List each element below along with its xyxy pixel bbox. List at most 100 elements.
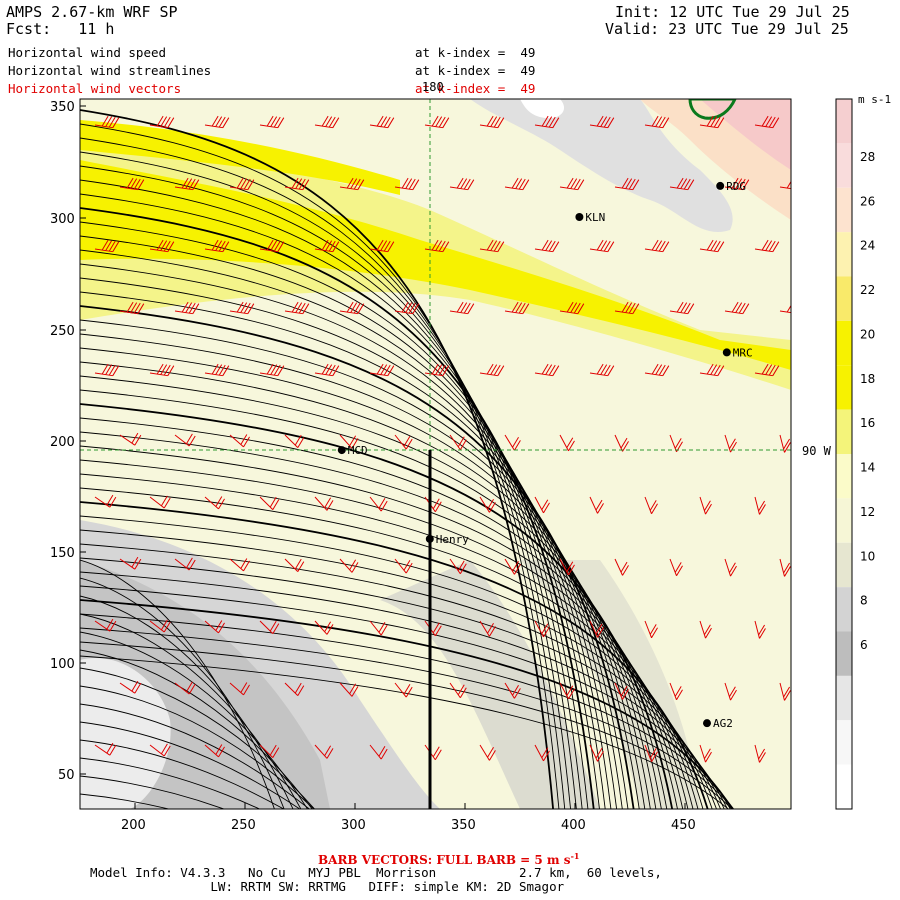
wind-barb: [534, 744, 550, 762]
wind-barb: [589, 496, 604, 514]
wind-barb: [394, 177, 420, 191]
model-info: Model Info: V4.3.3 No Cu MYJ PBL Morriso…: [90, 866, 662, 894]
station-label: RDG: [726, 180, 746, 193]
x-tick-label: 400: [561, 818, 586, 833]
wind-barb: [424, 115, 450, 129]
wind-barb: [754, 744, 766, 763]
model-info-line2: LW: RRTM SW: RRTMG DIFF: simple KM: 2D S…: [90, 879, 565, 894]
wind-barb: [614, 558, 629, 576]
wind-barb: [479, 620, 496, 637]
streamline: [80, 739, 285, 809]
colorbar-label: 28: [860, 150, 875, 164]
wind-barb: [94, 115, 120, 129]
wind-barb: [204, 363, 230, 377]
wind-barb: [314, 239, 340, 253]
wind-barb: [394, 558, 413, 574]
colorbar-segment: [836, 498, 852, 543]
wind-barb: [149, 363, 175, 377]
wind-barb: [754, 496, 766, 515]
streamline: [80, 667, 316, 809]
wind-barb: [369, 239, 395, 253]
wind-barb: [644, 363, 670, 377]
streamline: [80, 557, 725, 809]
wind-barb: [119, 680, 142, 694]
wind-barb: [449, 682, 467, 699]
streamline: [80, 207, 595, 809]
field-level-streamlines: at k-index = 49: [415, 63, 536, 78]
streamline: [80, 277, 623, 809]
colorbar-frame: [835, 98, 853, 810]
station-label: MCD: [348, 444, 368, 457]
wind-barb: [724, 177, 750, 191]
wind-barb: [259, 363, 285, 377]
colorbar-label: 22: [860, 283, 875, 297]
station-label: Henry: [436, 533, 469, 546]
wind-barb: [644, 496, 658, 515]
colorbar-segment: [836, 631, 852, 676]
model-title: AMPS 2.67-km WRF SP: [6, 3, 178, 21]
wind-barb: [204, 239, 230, 253]
wind-barb: [534, 363, 560, 377]
wind-barb: [724, 301, 750, 315]
wind-barb: [119, 177, 145, 191]
streamline: [80, 613, 734, 809]
wind-barb: [94, 239, 120, 253]
wind-barb: [449, 434, 467, 451]
streamline: [80, 529, 717, 809]
streamline: [80, 263, 618, 809]
colorbar-segment: [836, 187, 852, 233]
wind-barb: [504, 434, 521, 451]
streamline: [80, 543, 721, 809]
streamline: [80, 221, 600, 809]
field-level-vectors: at k-index = 49: [415, 81, 536, 96]
streamline: [80, 627, 735, 809]
wind-barb: [644, 239, 670, 253]
x-tick-label: 250: [231, 818, 256, 833]
wind-barb: [669, 682, 683, 701]
station-marker: [337, 446, 346, 455]
wind-barb: [119, 301, 145, 315]
streamline: [80, 599, 734, 809]
colorbar-label: 10: [860, 549, 875, 563]
colorbar-segment: [836, 409, 852, 454]
wind-barb: [449, 301, 475, 315]
streamline: [80, 613, 302, 809]
wind-barb: [614, 434, 629, 452]
streamline: [80, 703, 311, 809]
x-tick-label: 200: [121, 818, 146, 833]
station-marker: [722, 348, 731, 357]
streamline: [80, 249, 612, 809]
wind-barb: [204, 620, 225, 634]
wind-barb: [479, 115, 505, 129]
wind-barb: [779, 558, 791, 577]
streamline: [80, 571, 728, 809]
wind-barb: [149, 115, 175, 129]
colorbar-segment: [836, 143, 852, 188]
streamline: [80, 347, 651, 809]
wind-barb: [394, 434, 413, 450]
colorbar-segment: [836, 320, 852, 366]
wind-barb: [229, 434, 250, 448]
colorbar-segment: [836, 542, 852, 588]
colorbar-segment: [836, 232, 852, 277]
wind-barb: [614, 682, 629, 700]
streamline: [80, 473, 699, 809]
wind-barb: [534, 620, 550, 638]
wind-barb: [149, 239, 175, 253]
colorbar-label: 8: [860, 594, 868, 608]
wind-barb: [149, 743, 171, 757]
wind-barb: [229, 301, 255, 315]
streamline: [80, 361, 657, 809]
field-name-speed: Horizontal wind speed: [8, 45, 167, 60]
wind-barb: [314, 115, 340, 129]
wind-barb: [699, 239, 725, 253]
wind-barb: [119, 556, 142, 570]
wind-barb: [589, 115, 615, 129]
wind-barb: [589, 744, 604, 762]
wind-barb: [259, 496, 280, 511]
station-marker: [716, 181, 725, 190]
barb-note-text: BARB VECTORS: FULL BARB = 5 m s: [318, 853, 571, 867]
wind-barb: [284, 682, 305, 697]
wind-barb: [779, 304, 791, 314]
